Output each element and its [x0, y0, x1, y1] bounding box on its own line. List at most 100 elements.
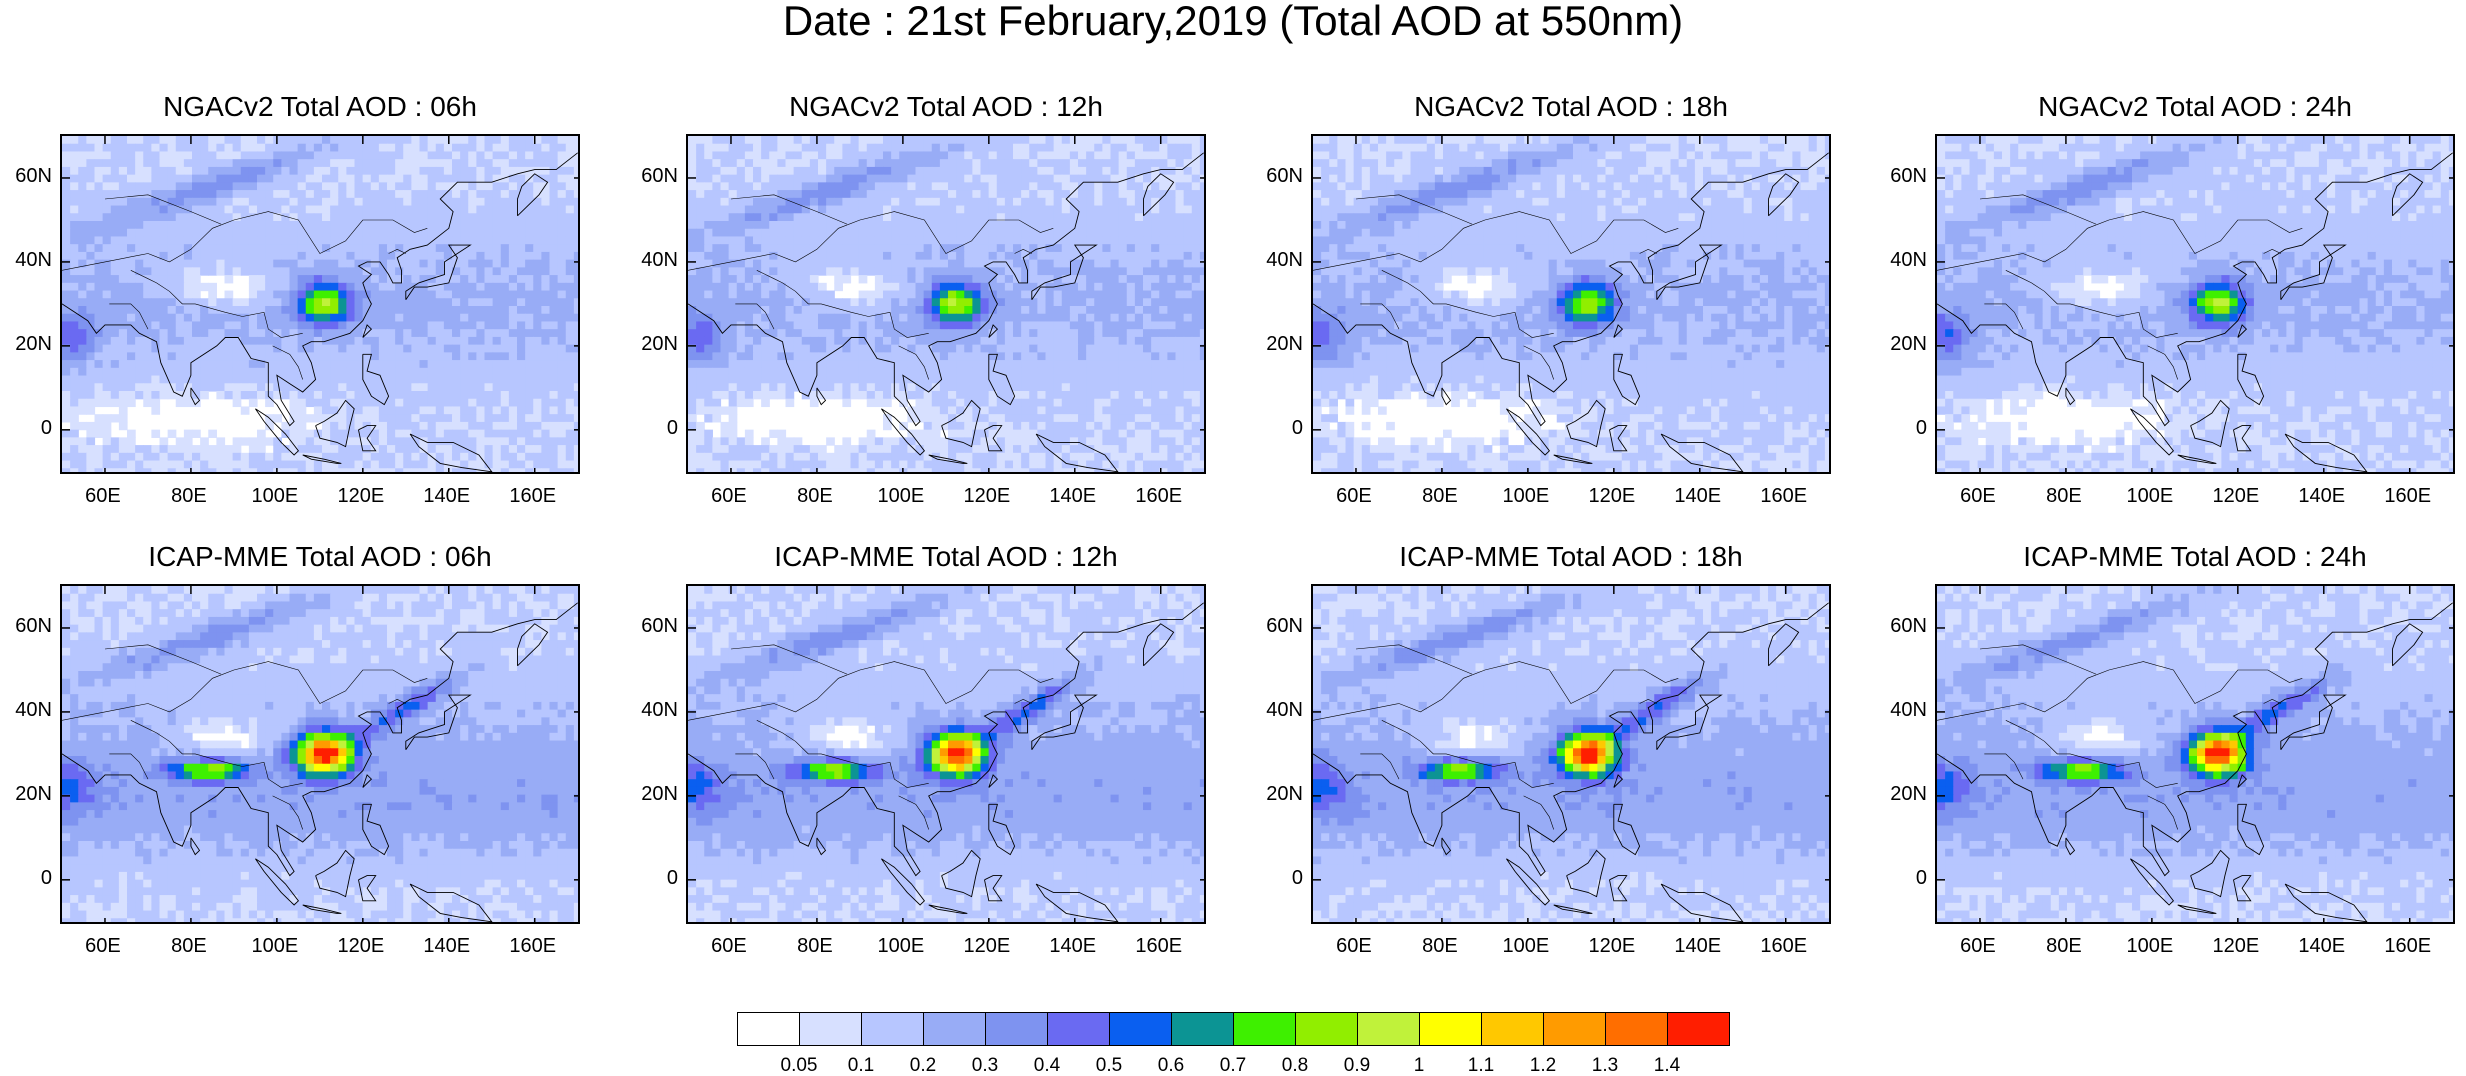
x-tick-label: 80E	[780, 486, 850, 506]
aod-field	[1937, 136, 2455, 474]
aod-map	[60, 584, 580, 924]
y-tick-label: 0	[1259, 418, 1303, 438]
y-tick-label: 60N	[1259, 616, 1303, 636]
colorbar-label: 1	[1389, 1056, 1449, 1076]
x-tick-label: 140E	[2287, 486, 2357, 506]
x-tick-label: 60E	[1319, 486, 1389, 506]
y-tick-label: 60N	[8, 616, 52, 636]
x-tick-label: 60E	[68, 936, 138, 956]
x-tick-label: 60E	[694, 936, 764, 956]
y-tick-label: 60N	[634, 616, 678, 636]
y-tick-label: 40N	[634, 700, 678, 720]
x-tick-label: 120E	[952, 486, 1022, 506]
panel-title: ICAP-MME Total AOD : 24h	[1935, 542, 2455, 572]
aod-field	[1313, 136, 1831, 474]
colorbar-label: 0.9	[1327, 1056, 1387, 1076]
panel-title: ICAP-MME Total AOD : 06h	[60, 542, 580, 572]
y-tick-label: 60N	[634, 166, 678, 186]
colorbar-swatch	[1109, 1012, 1172, 1046]
y-tick-label: 40N	[8, 700, 52, 720]
panel-title: NGACv2 Total AOD : 24h	[1935, 92, 2455, 122]
colorbar-label: 0.7	[1203, 1056, 1263, 1076]
colorbar-swatch	[1605, 1012, 1668, 1046]
y-tick-label: 0	[1883, 418, 1927, 438]
colorbar-label: 0.3	[955, 1056, 1015, 1076]
x-tick-label: 100E	[866, 936, 936, 956]
x-tick-label: 160E	[2373, 936, 2443, 956]
x-tick-label: 100E	[866, 486, 936, 506]
x-tick-label: 120E	[326, 486, 396, 506]
x-tick-label: 80E	[2029, 486, 2099, 506]
colorbar-swatch	[1481, 1012, 1544, 1046]
x-tick-label: 160E	[1124, 936, 1194, 956]
x-tick-label: 100E	[2115, 486, 2185, 506]
aod-map	[1311, 584, 1831, 924]
x-tick-label: 140E	[412, 486, 482, 506]
aod-field	[1937, 586, 2455, 924]
x-tick-label: 140E	[1663, 936, 1733, 956]
x-tick-label: 160E	[1749, 936, 1819, 956]
figure-title: Date : 21st February,2019 (Total AOD at …	[0, 0, 2466, 42]
y-tick-label: 40N	[8, 250, 52, 270]
colorbar-swatch	[799, 1012, 862, 1046]
y-tick-label: 40N	[1883, 700, 1927, 720]
y-tick-label: 20N	[1259, 784, 1303, 804]
x-tick-label: 80E	[154, 936, 224, 956]
panel-title: NGACv2 Total AOD : 06h	[60, 92, 580, 122]
y-tick-label: 40N	[1883, 250, 1927, 270]
aod-field	[1313, 586, 1831, 924]
x-tick-label: 100E	[1491, 936, 1561, 956]
x-tick-label: 60E	[1319, 936, 1389, 956]
aod-field	[62, 586, 580, 924]
colorbar-label: 0.8	[1265, 1056, 1325, 1076]
y-tick-label: 20N	[8, 334, 52, 354]
colorbar-swatch	[1667, 1012, 1730, 1046]
colorbar-swatch	[861, 1012, 924, 1046]
colorbar-label: 1.2	[1513, 1056, 1573, 1076]
aod-field	[688, 586, 1206, 924]
x-tick-label: 140E	[412, 936, 482, 956]
aod-map	[686, 134, 1206, 474]
y-tick-label: 40N	[1259, 700, 1303, 720]
x-tick-label: 100E	[240, 486, 310, 506]
y-tick-label: 20N	[8, 784, 52, 804]
y-tick-label: 60N	[1259, 166, 1303, 186]
x-tick-label: 160E	[498, 486, 568, 506]
colorbar-label: 1.3	[1575, 1056, 1635, 1076]
colorbar-label: 0.6	[1141, 1056, 1201, 1076]
panel-title: NGACv2 Total AOD : 18h	[1311, 92, 1831, 122]
colorbar-label: 0.4	[1017, 1056, 1077, 1076]
y-tick-label: 20N	[1883, 334, 1927, 354]
colorbar-swatch	[1543, 1012, 1606, 1046]
y-tick-label: 20N	[1883, 784, 1927, 804]
x-tick-label: 80E	[154, 486, 224, 506]
x-tick-label: 140E	[1038, 486, 1108, 506]
x-tick-label: 160E	[498, 936, 568, 956]
x-tick-label: 160E	[1749, 486, 1819, 506]
y-tick-label: 40N	[1259, 250, 1303, 270]
colorbar-swatch	[1357, 1012, 1420, 1046]
x-tick-label: 120E	[326, 936, 396, 956]
y-tick-label: 0	[634, 418, 678, 438]
colorbar-label: 1.4	[1637, 1056, 1697, 1076]
x-tick-label: 60E	[1943, 486, 2013, 506]
aod-map	[1311, 134, 1831, 474]
y-tick-label: 0	[634, 868, 678, 888]
x-tick-label: 120E	[1577, 486, 1647, 506]
y-tick-label: 20N	[634, 784, 678, 804]
colorbar-label: 1.1	[1451, 1056, 1511, 1076]
x-tick-label: 120E	[1577, 936, 1647, 956]
y-tick-label: 0	[1259, 868, 1303, 888]
y-tick-label: 40N	[634, 250, 678, 270]
y-tick-label: 20N	[634, 334, 678, 354]
colorbar-swatch	[737, 1012, 800, 1046]
colorbar-swatch	[1171, 1012, 1234, 1046]
colorbar-swatch	[1047, 1012, 1110, 1046]
colorbar-swatch	[923, 1012, 986, 1046]
x-tick-label: 100E	[2115, 936, 2185, 956]
